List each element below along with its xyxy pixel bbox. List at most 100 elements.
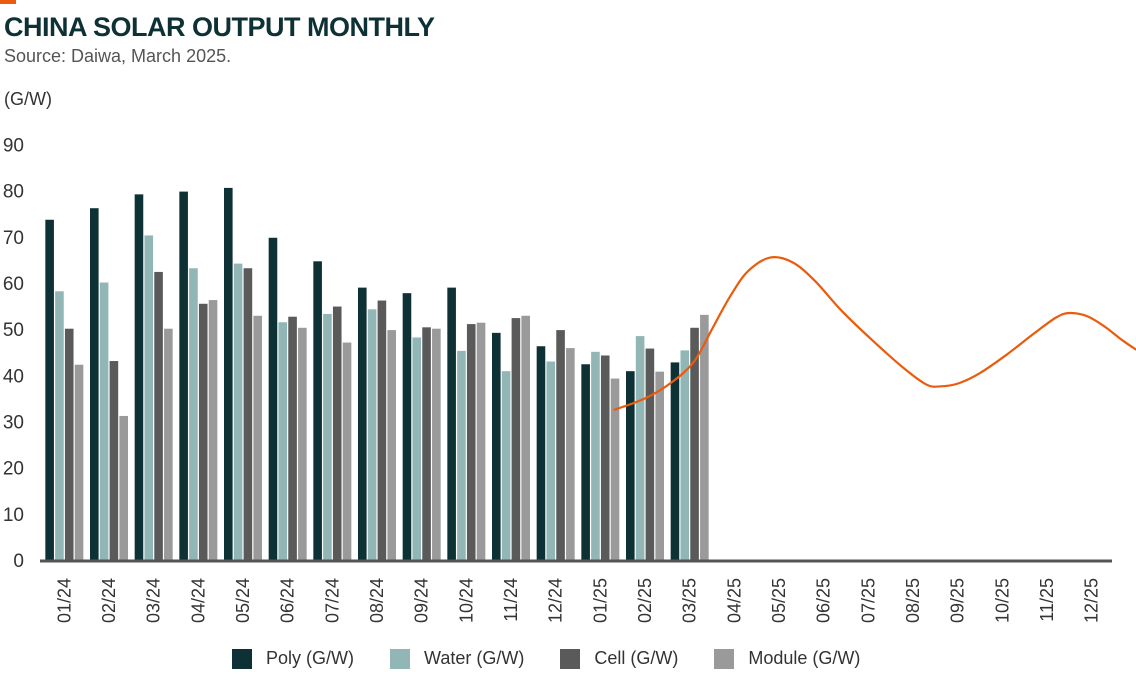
bar-poly-02-25 bbox=[626, 371, 635, 560]
legend-label-water: Water (G/W) bbox=[424, 648, 525, 668]
x-tick-label: 09/24 bbox=[412, 578, 432, 623]
bar-poly-01-25 bbox=[581, 364, 590, 560]
bar-water-02-24 bbox=[99, 282, 109, 560]
bar-poly-05-24 bbox=[224, 187, 233, 560]
x-tick-label: 04/24 bbox=[188, 578, 208, 623]
x-tick-label: 01/25 bbox=[590, 578, 610, 623]
bar-cell-04-24 bbox=[198, 303, 208, 560]
y-axis: 0 10 20 30 40 50 60 70 80 90 bbox=[3, 136, 24, 573]
bar-cell-07-24 bbox=[332, 306, 342, 560]
bar-module-03-24 bbox=[164, 328, 173, 560]
y-tick-label: 70 bbox=[3, 228, 24, 249]
bar-module-05-24 bbox=[253, 315, 262, 560]
y-tick-label: 40 bbox=[3, 366, 24, 387]
x-tick-label: 07/24 bbox=[322, 578, 342, 623]
bar-water-11-24 bbox=[501, 371, 511, 560]
chart-legend: Poly (G/W) Water (G/W) Cell (G/W) Module… bbox=[232, 648, 896, 669]
bar-module-12-24 bbox=[566, 348, 575, 560]
bar-poly-10-24 bbox=[447, 287, 456, 560]
bar-water-02-25 bbox=[635, 336, 645, 560]
bar-module-08-24 bbox=[387, 330, 396, 560]
bar-series bbox=[45, 187, 709, 561]
forecast-line-group bbox=[613, 256, 1136, 411]
y-tick-label: 20 bbox=[3, 459, 24, 480]
legend-label-poly: Poly (G/W) bbox=[266, 648, 354, 668]
bar-poly-03-25 bbox=[670, 362, 680, 560]
x-tick-label: 07/25 bbox=[858, 578, 878, 623]
x-tick-label: 02/24 bbox=[99, 578, 119, 623]
x-tick-label: 10/25 bbox=[992, 578, 1012, 623]
bar-cell-01-24 bbox=[64, 328, 74, 560]
y-tick-label: 0 bbox=[13, 551, 24, 572]
bar-water-12-24 bbox=[546, 361, 556, 560]
legend-item-poly: Poly (G/W) bbox=[232, 648, 354, 669]
y-tick-label: 60 bbox=[3, 274, 24, 295]
x-tick-label: 12/24 bbox=[546, 578, 566, 623]
x-tick-label: 06/24 bbox=[278, 578, 298, 623]
x-tick-label: 04/25 bbox=[724, 578, 744, 623]
bar-poly-07-24 bbox=[313, 261, 322, 560]
x-tick-label: 05/25 bbox=[769, 578, 789, 623]
bar-cell-03-24 bbox=[154, 271, 163, 560]
bar-module-04-24 bbox=[208, 300, 218, 560]
bar-water-03-24 bbox=[144, 235, 154, 560]
bar-water-01-24 bbox=[55, 291, 64, 560]
bar-poly-11-24 bbox=[492, 332, 501, 560]
legend-item-water: Water (G/W) bbox=[390, 648, 524, 669]
bar-cell-10-24 bbox=[466, 324, 476, 560]
x-tick-label: 06/25 bbox=[814, 578, 834, 623]
legend-item-cell: Cell (G/W) bbox=[560, 648, 678, 669]
bar-cell-01-25 bbox=[600, 355, 610, 560]
legend-label-module: Module (G/W) bbox=[748, 648, 861, 668]
bar-poly-12-24 bbox=[536, 346, 546, 560]
bar-module-02-25 bbox=[655, 371, 664, 560]
x-tick-label: 11/24 bbox=[501, 578, 521, 622]
y-axis-unit-label: (G/W) bbox=[4, 89, 52, 109]
bar-cell-11-24 bbox=[511, 318, 521, 560]
legend-swatch-water bbox=[390, 648, 410, 669]
legend-swatch-poly bbox=[232, 648, 252, 669]
x-tick-label: 02/25 bbox=[635, 578, 655, 623]
bar-water-06-24 bbox=[278, 322, 288, 560]
bar-cell-05-24 bbox=[243, 268, 253, 560]
bar-module-06-24 bbox=[298, 327, 307, 560]
bar-cell-03-25 bbox=[690, 327, 699, 560]
bar-module-07-24 bbox=[342, 342, 352, 560]
bar-water-03-25 bbox=[680, 350, 690, 560]
bar-poly-09-24 bbox=[402, 293, 412, 560]
x-tick-label: 08/24 bbox=[367, 578, 387, 623]
bar-module-11-24 bbox=[521, 315, 530, 560]
bar-cell-02-25 bbox=[645, 348, 655, 560]
legend-label-cell: Cell (G/W) bbox=[594, 648, 679, 668]
bar-poly-03-24 bbox=[134, 194, 144, 561]
x-axis-labels: 01/24 02/24 03/24 04/24 05/24 06/24 07/24 08/24… bbox=[54, 578, 1101, 623]
bar-cell-12-24 bbox=[556, 330, 565, 560]
x-tick-label: 08/25 bbox=[903, 578, 923, 623]
chart-title: CHINA SOLAR OUTPUT MONTHLY bbox=[4, 12, 435, 42]
bar-cell-09-24 bbox=[422, 327, 431, 560]
bar-water-04-24 bbox=[189, 268, 198, 560]
x-tick-label: 01/24 bbox=[54, 578, 74, 623]
bar-module-01-25 bbox=[610, 378, 620, 560]
bar-cell-06-24 bbox=[288, 316, 297, 560]
forecast-line bbox=[613, 256, 1136, 411]
bar-cell-02-24 bbox=[109, 361, 119, 560]
x-tick-label: 03/24 bbox=[144, 578, 164, 623]
y-tick-label: 80 bbox=[3, 182, 24, 203]
x-tick-label: 05/24 bbox=[233, 578, 253, 623]
bar-water-05-24 bbox=[233, 263, 243, 560]
bar-poly-04-24 bbox=[179, 191, 188, 560]
bar-poly-02-24 bbox=[90, 208, 99, 560]
bar-module-03-25 bbox=[700, 314, 709, 560]
y-tick-label: 30 bbox=[3, 413, 24, 434]
x-tick-label: 03/25 bbox=[680, 578, 700, 623]
x-tick-label: 09/25 bbox=[948, 578, 968, 623]
x-tick-label: 11/25 bbox=[1037, 578, 1057, 622]
bar-module-09-24 bbox=[432, 328, 441, 560]
bar-cell-08-24 bbox=[377, 300, 387, 560]
y-tick-label: 50 bbox=[3, 320, 24, 341]
x-tick-label: 10/24 bbox=[456, 578, 476, 623]
chart-plot: 0 10 20 30 40 50 60 70 80 90 01/24 02/24 03/24 04/24… bbox=[3, 136, 1136, 623]
bar-module-02-24 bbox=[119, 415, 128, 560]
legend-swatch-module bbox=[714, 648, 735, 669]
